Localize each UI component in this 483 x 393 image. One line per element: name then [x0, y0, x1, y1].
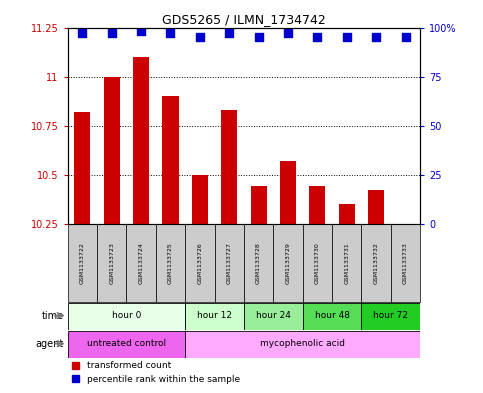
- Text: GSM1133725: GSM1133725: [168, 242, 173, 284]
- FancyBboxPatch shape: [303, 303, 361, 330]
- FancyBboxPatch shape: [391, 224, 420, 302]
- FancyBboxPatch shape: [185, 303, 244, 330]
- Point: [108, 30, 115, 37]
- FancyBboxPatch shape: [185, 331, 420, 358]
- Point: [167, 30, 174, 37]
- Point: [372, 34, 380, 40]
- Text: hour 72: hour 72: [373, 311, 408, 320]
- Text: GSM1133726: GSM1133726: [198, 242, 202, 284]
- FancyBboxPatch shape: [361, 303, 420, 330]
- Point: [313, 34, 321, 40]
- Text: hour 24: hour 24: [256, 311, 291, 320]
- Point: [137, 28, 145, 35]
- Bar: [221, 110, 237, 224]
- FancyBboxPatch shape: [156, 224, 185, 302]
- Text: mycophenolic acid: mycophenolic acid: [260, 339, 345, 348]
- FancyBboxPatch shape: [68, 303, 185, 330]
- Bar: [162, 96, 179, 224]
- Text: GSM1133728: GSM1133728: [256, 242, 261, 284]
- FancyBboxPatch shape: [244, 224, 273, 302]
- FancyBboxPatch shape: [68, 224, 97, 302]
- Text: GSM1133732: GSM1133732: [374, 242, 379, 284]
- FancyBboxPatch shape: [214, 224, 244, 302]
- Bar: [104, 77, 120, 224]
- Text: hour 12: hour 12: [197, 311, 232, 320]
- Point: [284, 30, 292, 37]
- Text: GSM1133722: GSM1133722: [80, 242, 85, 284]
- Text: GSM1133733: GSM1133733: [403, 242, 408, 284]
- FancyBboxPatch shape: [361, 224, 391, 302]
- Bar: [251, 186, 267, 224]
- Point: [226, 30, 233, 37]
- Bar: [192, 174, 208, 224]
- Bar: [309, 186, 326, 224]
- FancyBboxPatch shape: [127, 224, 156, 302]
- Text: hour 48: hour 48: [314, 311, 350, 320]
- FancyBboxPatch shape: [273, 224, 303, 302]
- Text: GSM1133727: GSM1133727: [227, 242, 232, 284]
- Point: [343, 34, 351, 40]
- Text: GSM1133723: GSM1133723: [109, 242, 114, 284]
- FancyBboxPatch shape: [332, 224, 361, 302]
- Text: GSM1133730: GSM1133730: [315, 242, 320, 284]
- Text: hour 0: hour 0: [112, 311, 141, 320]
- Bar: [74, 112, 90, 224]
- Text: GSM1133731: GSM1133731: [344, 242, 349, 284]
- Point: [196, 34, 204, 40]
- Legend: transformed count, percentile rank within the sample: transformed count, percentile rank withi…: [72, 361, 240, 384]
- Text: time: time: [42, 310, 64, 321]
- FancyBboxPatch shape: [97, 224, 127, 302]
- FancyBboxPatch shape: [68, 331, 185, 358]
- Bar: [133, 57, 149, 224]
- Text: GSM1133729: GSM1133729: [285, 242, 290, 284]
- Text: untreated control: untreated control: [87, 339, 166, 348]
- Bar: [339, 204, 355, 224]
- Title: GDS5265 / ILMN_1734742: GDS5265 / ILMN_1734742: [162, 13, 326, 26]
- Point: [402, 34, 410, 40]
- FancyBboxPatch shape: [185, 224, 214, 302]
- Text: GSM1133724: GSM1133724: [139, 242, 143, 284]
- Bar: [280, 161, 296, 224]
- Text: agent: agent: [36, 339, 64, 349]
- Point: [78, 30, 86, 37]
- Point: [255, 34, 262, 40]
- FancyBboxPatch shape: [303, 224, 332, 302]
- Bar: [368, 190, 384, 224]
- FancyBboxPatch shape: [244, 303, 303, 330]
